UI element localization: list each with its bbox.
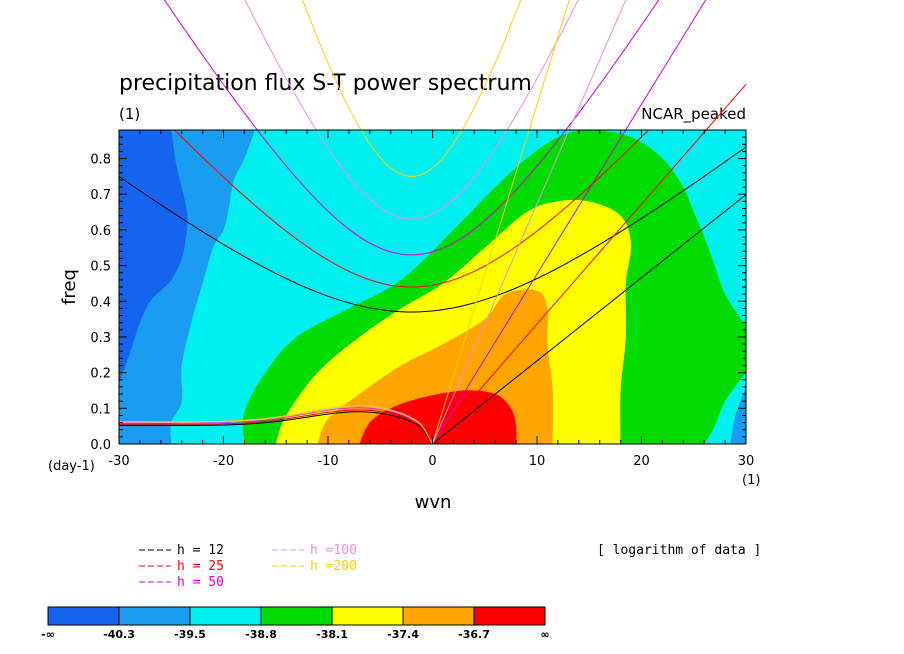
colorbar-label: ∞ [540, 628, 549, 641]
ig-curve-3 [163, 0, 660, 256]
y-tick-label: 0.7 [90, 188, 111, 203]
contour-region-level-6 [359, 390, 517, 444]
y-tick-label: 0.6 [90, 224, 111, 239]
ig-curve-5 [301, 0, 522, 177]
colorbar-label: -40.3 [103, 628, 135, 641]
x-unit-label: (1) [742, 473, 760, 488]
er-curve-4 [119, 406, 433, 444]
colorbar-swatch [118, 606, 191, 626]
ig-curve-4 [244, 0, 579, 220]
kelvin-curve-4 [432, 0, 627, 444]
dispersion-curves-inplot [119, 130, 746, 444]
colorbar-swatch [402, 606, 475, 626]
data-note: [ logarithm of data ] [597, 543, 761, 558]
chart-subtitle-right: NCAR_peaked [641, 105, 746, 124]
x-tick-label: 30 [738, 454, 755, 469]
colorbar-swatch [189, 606, 262, 626]
y-tick-label: 0.0 [90, 438, 111, 453]
er-curve-5 [119, 405, 433, 444]
y-tick-label: 0.4 [90, 295, 111, 310]
contour-regions [119, 130, 746, 444]
legend-label: h =200 [310, 559, 357, 574]
chart-subtitle-left: (1) [119, 105, 140, 123]
x-axis-label: wvn [415, 492, 452, 513]
x-tick-label: 10 [529, 454, 546, 469]
dispersion-curves-extended [163, 0, 747, 444]
ig-curve-1 [119, 146, 746, 313]
legend-label: h =100 [310, 543, 357, 558]
colorbar-label: -37.4 [387, 628, 419, 641]
x-tick-label: 0 [428, 454, 436, 469]
legend-label: h = 12 [177, 543, 224, 558]
y-tick-label: 0.3 [90, 331, 111, 346]
y-tick-label: 0.5 [90, 260, 111, 275]
er-curve-1 [119, 411, 433, 444]
y-unit-label: (day-1) [48, 459, 95, 474]
kelvin-curve-5 [432, 0, 570, 444]
y-tick-label: 0.2 [90, 367, 111, 382]
colorbar-label: -36.7 [458, 628, 490, 641]
legend-label: h = 25 [177, 559, 224, 574]
colorbar: -∞ -40.3 -39.5 -38.8 -38.1 -37.4 -36.7 ∞ [41, 606, 550, 641]
er-curve-2 [119, 409, 433, 444]
kelvin-curve-1 [432, 194, 747, 444]
chart-title: precipitation flux S-T power spectrum [119, 71, 532, 96]
colorbar-label: -38.1 [316, 628, 348, 641]
colorbar-label: -∞ [41, 628, 55, 641]
colorbar-label: -38.8 [245, 628, 277, 641]
colorbar-label: -39.5 [174, 628, 206, 641]
kelvin-curve-2 [432, 83, 747, 444]
legend-label: h = 50 [177, 575, 224, 590]
x-tick-label: 20 [633, 454, 650, 469]
plot-area [119, 130, 746, 444]
colorbar-swatch [473, 606, 546, 626]
colorbar-swatch [47, 606, 120, 626]
x-tick-label: -30 [108, 454, 129, 469]
y-axis-label: freq [59, 269, 80, 305]
x-tick-label: -20 [213, 454, 234, 469]
axes: -30 -20 -10 0 10 20 30 0.0 0.1 0.2 0.3 0.4 0.5 0.6 0.7… [90, 130, 754, 469]
colorbar-swatch [331, 606, 404, 626]
y-tick-label: 0.8 [90, 153, 111, 168]
colorbar-swatch [260, 606, 333, 626]
kelvin-curve-3 [432, 0, 707, 444]
x-tick-label: -10 [317, 454, 338, 469]
y-tick-label: 0.1 [90, 402, 111, 417]
